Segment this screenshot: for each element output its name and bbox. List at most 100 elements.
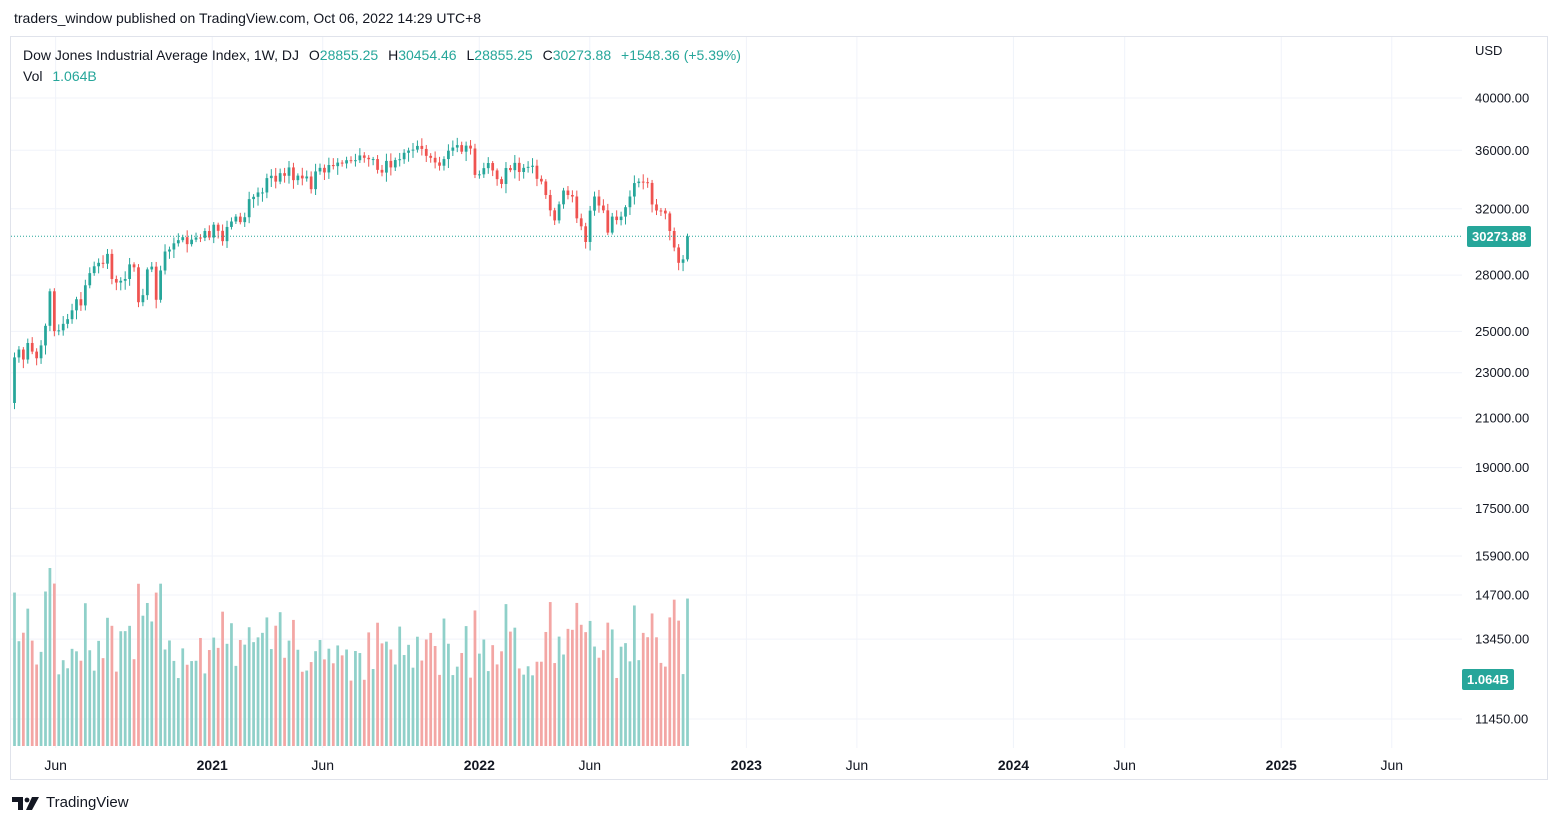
volume-bar: [584, 632, 588, 746]
volume-bar: [544, 631, 548, 746]
candle-body: [265, 178, 269, 193]
volume-bar: [252, 642, 255, 746]
x-tick-label: 2022: [464, 757, 495, 773]
candle-body: [114, 278, 118, 283]
candle-body: [672, 230, 676, 248]
y-tick-label: 25000.00: [1475, 324, 1529, 339]
candle-body: [199, 237, 202, 239]
candle-body: [106, 253, 109, 264]
x-tick-label: 2023: [731, 757, 762, 773]
y-tick-label: 15900.00: [1475, 549, 1529, 564]
candle-body: [292, 167, 295, 181]
candle-body: [132, 264, 136, 268]
candle-body: [283, 173, 286, 176]
volume-bar: [274, 625, 278, 746]
volume-bar: [354, 651, 357, 746]
volume-bar: [349, 680, 353, 746]
volume-bar: [300, 671, 304, 746]
x-tick-label: Jun: [1380, 757, 1403, 773]
volume-bar: [39, 651, 43, 746]
candle-body: [261, 192, 264, 194]
volume-bar: [460, 653, 464, 746]
price-axis[interactable]: 40000.00 36000.00 32000.00 28000.00 25000.00…: [1475, 91, 1529, 727]
volume-bar: [650, 613, 654, 746]
candle-body: [252, 196, 255, 200]
volume-bar: [513, 627, 517, 746]
volume-bar: [13, 592, 16, 746]
y-tick-label: 28000.00: [1475, 268, 1529, 283]
candle-body: [455, 145, 459, 148]
candle-body: [398, 159, 402, 161]
y-tick-label: 21000.00: [1475, 410, 1529, 425]
volume-bar: [66, 668, 70, 746]
candle-body: [544, 181, 548, 196]
volume-bar: [668, 617, 672, 746]
x-tick-label: Jun: [579, 757, 602, 773]
candle-body: [17, 349, 21, 358]
volume-bar: [526, 666, 530, 746]
candle-body: [57, 330, 61, 332]
candle-body: [70, 310, 74, 320]
y-tick-label: 11450.00: [1475, 712, 1528, 727]
volume-bar: [482, 639, 486, 746]
tradingview-logo-icon: [12, 796, 39, 810]
volume-bar: [123, 631, 127, 746]
volume-bar: [469, 677, 472, 746]
footer-brand[interactable]: TradingView: [12, 794, 129, 811]
volume-bar: [79, 660, 83, 746]
volume-bar: [57, 674, 61, 746]
candle-body: [522, 167, 526, 173]
candles: [13, 137, 689, 410]
volume-bar: [610, 629, 614, 746]
candle-body: [314, 171, 317, 190]
candle-body: [681, 259, 685, 263]
candle-body: [327, 165, 331, 173]
candle-body: [416, 145, 419, 150]
candle-body: [509, 167, 512, 171]
volume-bar: [615, 677, 619, 746]
candle-body: [646, 182, 650, 184]
candle-body: [517, 162, 521, 173]
volume-bar: [389, 649, 393, 746]
legend-high-label: H: [388, 47, 399, 63]
x-tick-label: 2025: [1266, 757, 1297, 773]
last-volume-tag: 1.064B: [1462, 669, 1514, 690]
volume-bar: [61, 660, 65, 746]
candle-body: [48, 291, 52, 326]
candle-body: [278, 173, 282, 182]
volume-bar: [101, 658, 105, 746]
volume-bar: [243, 644, 247, 746]
volume-bar: [486, 671, 490, 746]
candle-body: [367, 157, 371, 160]
candle-body: [571, 195, 574, 197]
volume-bar: [358, 653, 362, 746]
volume-bar: [52, 583, 56, 746]
candle-body: [154, 266, 158, 300]
candle-body: [624, 207, 627, 217]
candle-body: [176, 240, 180, 244]
candle-body: [92, 266, 96, 274]
volume-bar: [433, 645, 437, 746]
candle-body: [593, 196, 596, 211]
volume-bar: [318, 640, 322, 746]
volume-bar: [287, 640, 291, 746]
candle-body: [482, 168, 486, 175]
volume-bar: [504, 604, 508, 746]
time-axis[interactable]: Jun 2021 Jun 2022 Jun 2023 Jun 2024 Jun 2025 Jun: [44, 757, 1403, 773]
candle-body: [579, 218, 583, 227]
candle-body: [548, 195, 552, 211]
candle-body: [606, 210, 610, 233]
volume-bar: [566, 628, 570, 746]
candle-body: [318, 167, 322, 172]
candle-body: [163, 251, 167, 271]
volume-bar: [602, 650, 605, 746]
volume-bar: [221, 611, 224, 746]
volume-bar: [26, 608, 30, 746]
volume-bar: [557, 636, 561, 746]
candle-body: [323, 167, 326, 173]
candle-body: [411, 149, 415, 151]
volume-bar: [114, 671, 118, 746]
legend-high-value: 30454.46: [398, 47, 457, 63]
candle-body: [35, 351, 39, 359]
